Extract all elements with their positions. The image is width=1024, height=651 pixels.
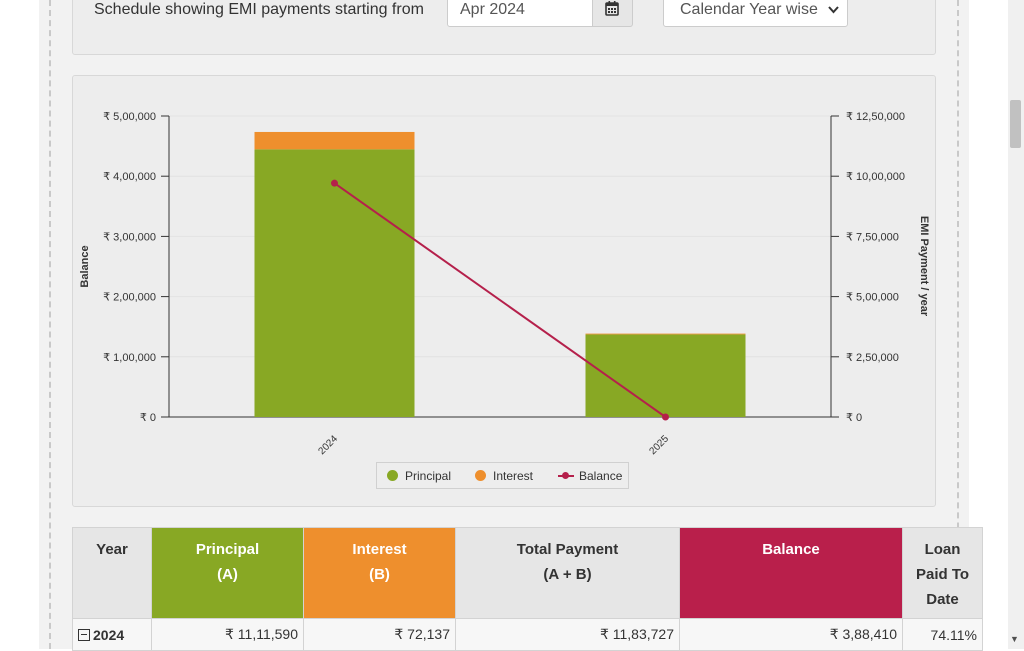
header-principal: Principal (A) bbox=[151, 527, 304, 619]
right-tick-label: ₹ 5,00,000 bbox=[846, 292, 899, 304]
right-tick-label: ₹ 10,00,000 bbox=[846, 171, 905, 183]
loan-paid-cell: 74.11% bbox=[902, 618, 983, 651]
balance-line bbox=[333, 182, 667, 418]
view-mode-value: Calendar Year wise bbox=[680, 1, 818, 18]
emi-schedule-table-wrap: Year Principal (A) Interest (B) Total Paym… bbox=[72, 527, 983, 651]
header-interest: Interest (B) bbox=[303, 527, 456, 619]
left-axis-title: Balance bbox=[79, 245, 91, 287]
bar-principal-2024 bbox=[254, 149, 415, 417]
chevron-down-icon bbox=[828, 0, 839, 44]
scrollbar-thumb[interactable] bbox=[1010, 100, 1021, 148]
page-border-left bbox=[49, 0, 51, 649]
start-month-input[interactable]: Apr 2024 bbox=[447, 0, 593, 27]
right-tick-label: ₹ 7,50,000 bbox=[846, 231, 899, 243]
header-year: Year bbox=[72, 527, 152, 619]
emi-chart: ₹ 0 ₹ 0 ₹ 1,00,000 ₹ 2,50,000 ₹ 2,00,000 ₹ 5,… bbox=[79, 111, 930, 457]
right-tick-label: ₹ 0 bbox=[846, 412, 862, 424]
left-tick-label: ₹ 5,00,000 bbox=[103, 111, 156, 123]
total-payment-cell: ₹ 11,83,727 bbox=[455, 618, 680, 651]
bar-principal-2025 bbox=[585, 334, 746, 417]
right-axis-title: EMI Payment / year bbox=[918, 216, 930, 317]
balance-cell: ₹ 3,88,410 bbox=[679, 618, 903, 651]
schedule-label: Schedule showing EMI payments starting f… bbox=[94, 1, 424, 18]
header-balance: Balance bbox=[679, 527, 903, 619]
bar-interest-2025 bbox=[585, 333, 746, 335]
balance-swatch bbox=[558, 470, 574, 481]
left-tick-label: ₹ 2,00,000 bbox=[103, 292, 156, 304]
emi-schedule-table: Year Principal (A) Interest (B) Total Paym… bbox=[72, 527, 983, 651]
right-tick-label: ₹ 2,50,000 bbox=[846, 352, 899, 364]
collapse-icon[interactable] bbox=[78, 628, 90, 641]
left-tick-label: ₹ 1,00,000 bbox=[103, 352, 156, 364]
chart-legend: Principal Interest Balance bbox=[376, 462, 629, 489]
legend-label-balance: Balance bbox=[579, 469, 623, 483]
calendar-icon bbox=[605, 1, 619, 16]
year-cell[interactable]: 2024 bbox=[72, 618, 152, 651]
interest-swatch bbox=[475, 470, 486, 481]
header-total-payment: Total Payment (A + B) bbox=[455, 527, 680, 619]
principal-cell: ₹ 11,11,590 bbox=[151, 618, 304, 651]
page-border-right bbox=[957, 0, 959, 649]
legend-item-interest[interactable]: Interest bbox=[475, 463, 533, 490]
bar-interest-2024 bbox=[254, 131, 415, 150]
left-tick-label: ₹ 0 bbox=[140, 412, 156, 424]
scrollbar[interactable] bbox=[1008, 0, 1024, 649]
calendar-button[interactable] bbox=[593, 0, 633, 27]
x-tick-label-2025: 2025 bbox=[648, 433, 672, 457]
left-tick-label: ₹ 3,00,000 bbox=[103, 231, 156, 243]
legend-item-balance[interactable]: Balance bbox=[558, 463, 622, 490]
interest-cell: ₹ 72,137 bbox=[303, 618, 456, 651]
balance-point-2025 bbox=[662, 413, 669, 421]
legend-label-interest: Interest bbox=[493, 469, 534, 483]
right-tick-label: ₹ 12,50,000 bbox=[846, 111, 905, 123]
header-loan-paid: Loan Paid To Date bbox=[902, 527, 983, 619]
table-row[interactable]: 2024 ₹ 11,11,590 ₹ 72,137 ₹ 11,83,727 ₹ … bbox=[72, 618, 983, 651]
view-mode-select[interactable]: Calendar Year wise bbox=[663, 0, 848, 27]
table-header-row: Year Principal (A) Interest (B) Total Paym… bbox=[72, 527, 983, 619]
legend-label-principal: Principal bbox=[405, 469, 452, 483]
balance-point-2024 bbox=[331, 179, 338, 187]
x-tick-label-2024: 2024 bbox=[317, 433, 341, 457]
legend-item-principal[interactable]: Principal bbox=[387, 463, 451, 490]
chart-panel: ₹ 0 ₹ 0 ₹ 1,00,000 ₹ 2,50,000 ₹ 2,00,000 ₹ 5,… bbox=[72, 75, 936, 507]
principal-swatch bbox=[387, 470, 398, 481]
scroll-down-arrow-icon[interactable]: ▼ bbox=[1010, 634, 1019, 644]
left-tick-label: ₹ 4,00,000 bbox=[103, 171, 156, 183]
